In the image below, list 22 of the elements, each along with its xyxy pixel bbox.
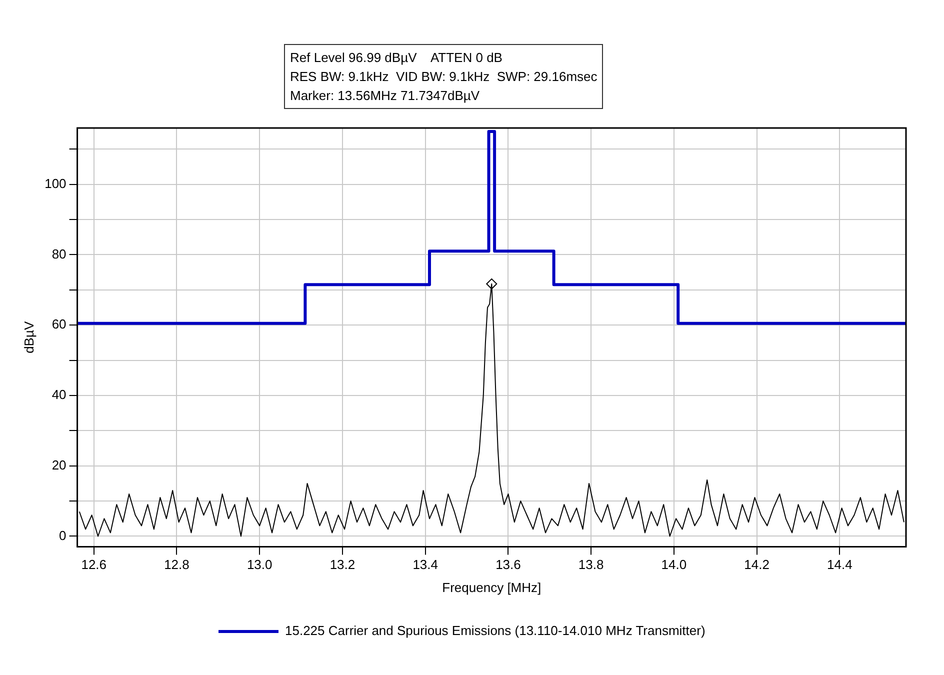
y-tick-label: 100 bbox=[44, 176, 66, 191]
x-tick-label: 13.8 bbox=[578, 557, 604, 572]
text: Marker: 13.56MHz 71.7347dBµV bbox=[290, 87, 481, 105]
x-tick-label: 13.0 bbox=[246, 557, 272, 572]
x-tick-label: 13.4 bbox=[412, 557, 438, 572]
y-tick-label: 80 bbox=[52, 246, 66, 262]
y-tick-label: 40 bbox=[52, 387, 66, 402]
x-tick-label: 14.4 bbox=[827, 557, 852, 572]
x-tick-label: 12.6 bbox=[81, 557, 107, 572]
y-tick-label: 60 bbox=[52, 316, 66, 332]
x-tick-label: 14.0 bbox=[661, 557, 687, 572]
x-tick-label: 12.8 bbox=[164, 557, 190, 572]
y-tick-label: 0 bbox=[59, 528, 66, 543]
text: RES BW: 9.1kHz VID BW: 9.1kHz SWP: 29.16msec bbox=[290, 68, 598, 86]
x-tick-label: 13.2 bbox=[330, 557, 356, 572]
x-axis-title: Frequency [MHz] bbox=[442, 580, 542, 595]
y-axis-title: dBµV bbox=[21, 321, 36, 354]
text: Ref Level 96.99 dBµV ATTEN 0 dB bbox=[290, 49, 504, 67]
legend-label: 15.225 Carrier and Spurious Emissions (13.110-14.010 MHz Transmitter) bbox=[284, 623, 706, 638]
x-tick-label: 13.6 bbox=[496, 557, 521, 572]
x-tick-label: 14.2 bbox=[744, 557, 770, 572]
y-tick-label: 20 bbox=[52, 457, 66, 472]
